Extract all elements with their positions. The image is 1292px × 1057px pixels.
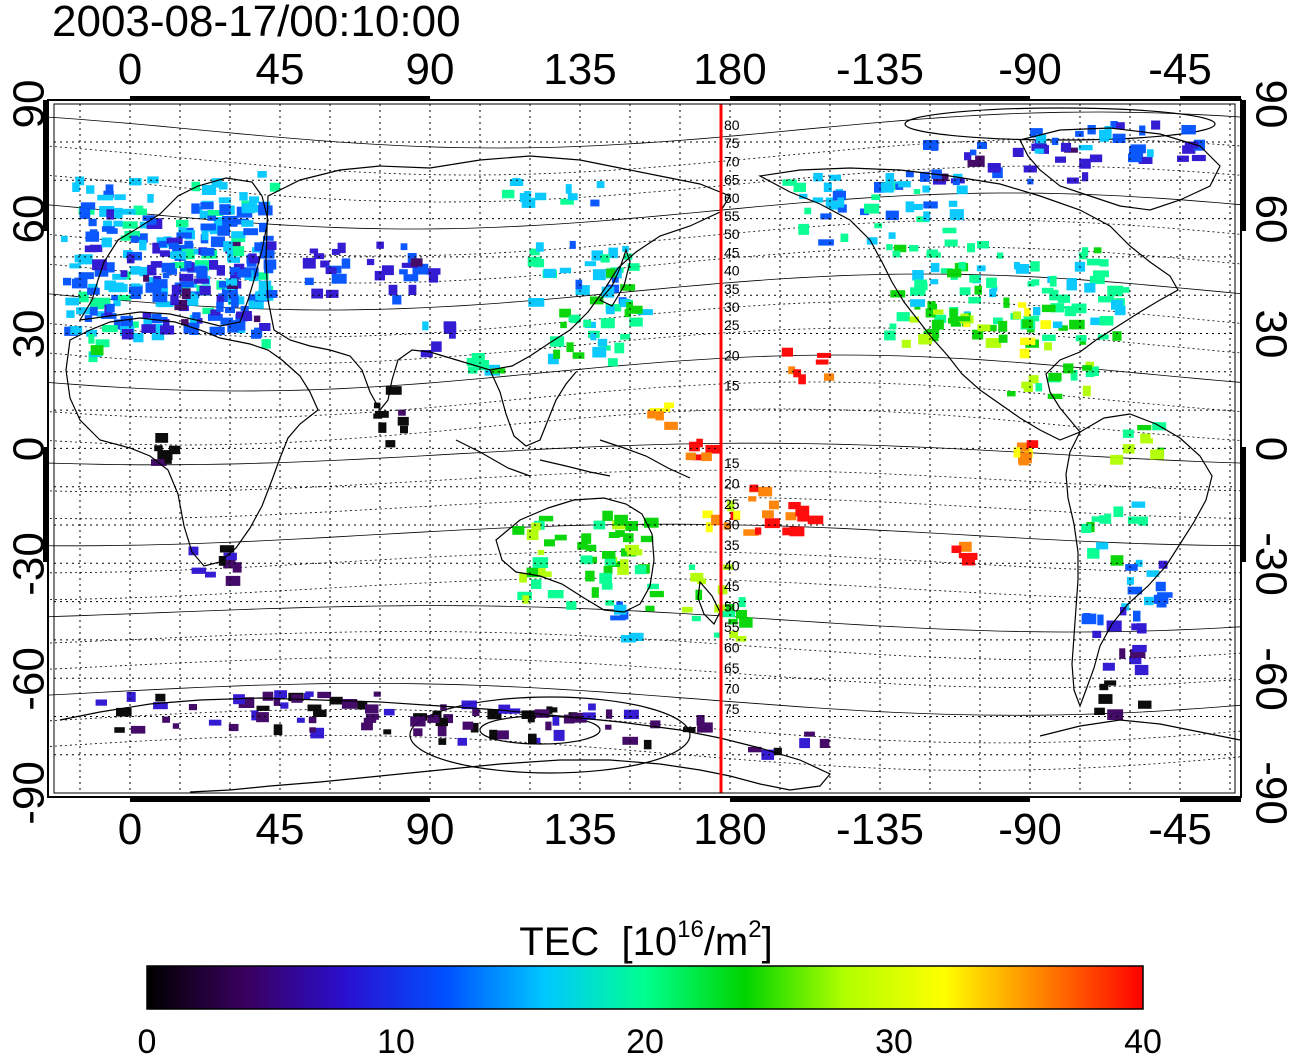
tec-world-map: 80 75 70 65 60 55 50 45 40 35 30 25 20 15 15 20 25 30 35 40…	[0, 0, 1292, 890]
lon-tick-top: -135	[836, 45, 924, 94]
meridian-label-s60: 60	[724, 640, 740, 656]
lon-tick-top: 180	[693, 45, 766, 94]
lat-tick-right: -90	[1246, 761, 1292, 825]
meridian-label-s35: 35	[724, 537, 740, 553]
meridian-label-s70: 70	[724, 681, 740, 697]
meridian-label-n45: 45	[724, 244, 740, 260]
lon-tick-bottom: -45	[1148, 805, 1212, 854]
meridian-label-s50: 50	[724, 599, 740, 615]
meridian-label-s55: 55	[724, 619, 740, 635]
lon-tick-bottom: 45	[256, 805, 305, 854]
meridian-label-n55: 55	[724, 208, 740, 224]
lon-tick-top: 0	[118, 45, 142, 94]
meridian-label-n30: 30	[724, 299, 740, 315]
colorbar-unit-mid: /m	[704, 920, 748, 964]
meridian-label-n60: 60	[724, 190, 740, 206]
colorbar-unit-exponent-1: 16	[677, 916, 704, 943]
meridian-label-s45: 45	[724, 578, 740, 594]
meridian-label-s15: 15	[724, 455, 740, 471]
lon-tick-bottom: -90	[998, 805, 1062, 854]
colorbar-tick-label: 40	[1124, 1023, 1162, 1057]
lat-tick-left: 30	[5, 310, 54, 359]
lon-tick-bottom: 135	[543, 805, 616, 854]
colorbar-unit-suffix: ]	[762, 920, 773, 964]
colorbar-title: TEC [1016/m2]	[0, 906, 1292, 966]
longitude-labels-bottom: 0 45 90 135 180 -135 -90 -45	[118, 805, 1212, 854]
meridian-label-n40: 40	[724, 263, 740, 279]
lon-tick-top: 90	[406, 45, 455, 94]
lon-tick-bottom: 90	[406, 805, 455, 854]
colorbar-tick-label: 30	[875, 1023, 913, 1057]
latitude-labels-right: 90 60 30 0 -30 -60 -90	[1246, 80, 1292, 825]
lon-tick-bottom: 0	[118, 805, 142, 854]
lat-tick-right: 90	[1246, 80, 1292, 129]
colorbar-label: TEC	[519, 920, 599, 964]
meridian-label-n15: 15	[724, 378, 740, 394]
lat-tick-right: 30	[1246, 310, 1292, 359]
lon-tick-bottom: 180	[693, 805, 766, 854]
colorbar-tick-label: 20	[626, 1023, 664, 1057]
meridian-label-n25: 25	[724, 317, 740, 333]
lat-tick-left: 90	[5, 80, 54, 129]
meridian-label-n35: 35	[724, 281, 740, 297]
meridian-label-s40: 40	[724, 558, 740, 574]
lat-tick-left: -30	[5, 532, 54, 596]
colorbar-gradient	[147, 966, 1143, 1009]
lat-tick-left: 0	[5, 437, 54, 461]
meridian-label-n50: 50	[724, 226, 740, 242]
lon-tick-top: 45	[256, 45, 305, 94]
meridian-label-s75: 75	[724, 701, 740, 717]
meridian-label-s65: 65	[724, 660, 740, 676]
meridian-label-s30: 30	[724, 517, 740, 533]
longitude-labels-top: 0 45 90 135 180 -135 -90 -45	[118, 45, 1212, 94]
lon-tick-top: -45	[1148, 45, 1212, 94]
colorbar-unit-prefix: [10	[622, 920, 678, 964]
meridian-label-s20: 20	[724, 476, 740, 492]
lat-tick-right: 0	[1246, 437, 1292, 461]
meridian-label-n75: 75	[724, 135, 740, 151]
colorbar-tick-label: 10	[377, 1023, 415, 1057]
lon-tick-top: -90	[998, 45, 1062, 94]
lat-tick-right: -30	[1246, 532, 1292, 596]
lat-tick-right: 60	[1246, 195, 1292, 244]
colorbar-unit-exponent-2: 2	[748, 916, 761, 943]
meridian-label-n20: 20	[724, 347, 740, 363]
lon-tick-bottom: -135	[836, 805, 924, 854]
lat-tick-left: -60	[5, 647, 54, 711]
lat-tick-left: 60	[5, 195, 54, 244]
lat-tick-left: -90	[5, 761, 54, 825]
lon-tick-top: 135	[543, 45, 616, 94]
meridian-label-n70: 70	[724, 153, 740, 169]
meridian-label-s25: 25	[724, 496, 740, 512]
colorbar-tick-label: 0	[138, 1023, 157, 1057]
meridian-label-n80: 80	[724, 117, 740, 133]
colorbar-ticks: 0 10 20 30 40	[138, 1023, 1162, 1057]
meridian-label-n65: 65	[724, 172, 740, 188]
lat-tick-right: -60	[1246, 647, 1292, 711]
